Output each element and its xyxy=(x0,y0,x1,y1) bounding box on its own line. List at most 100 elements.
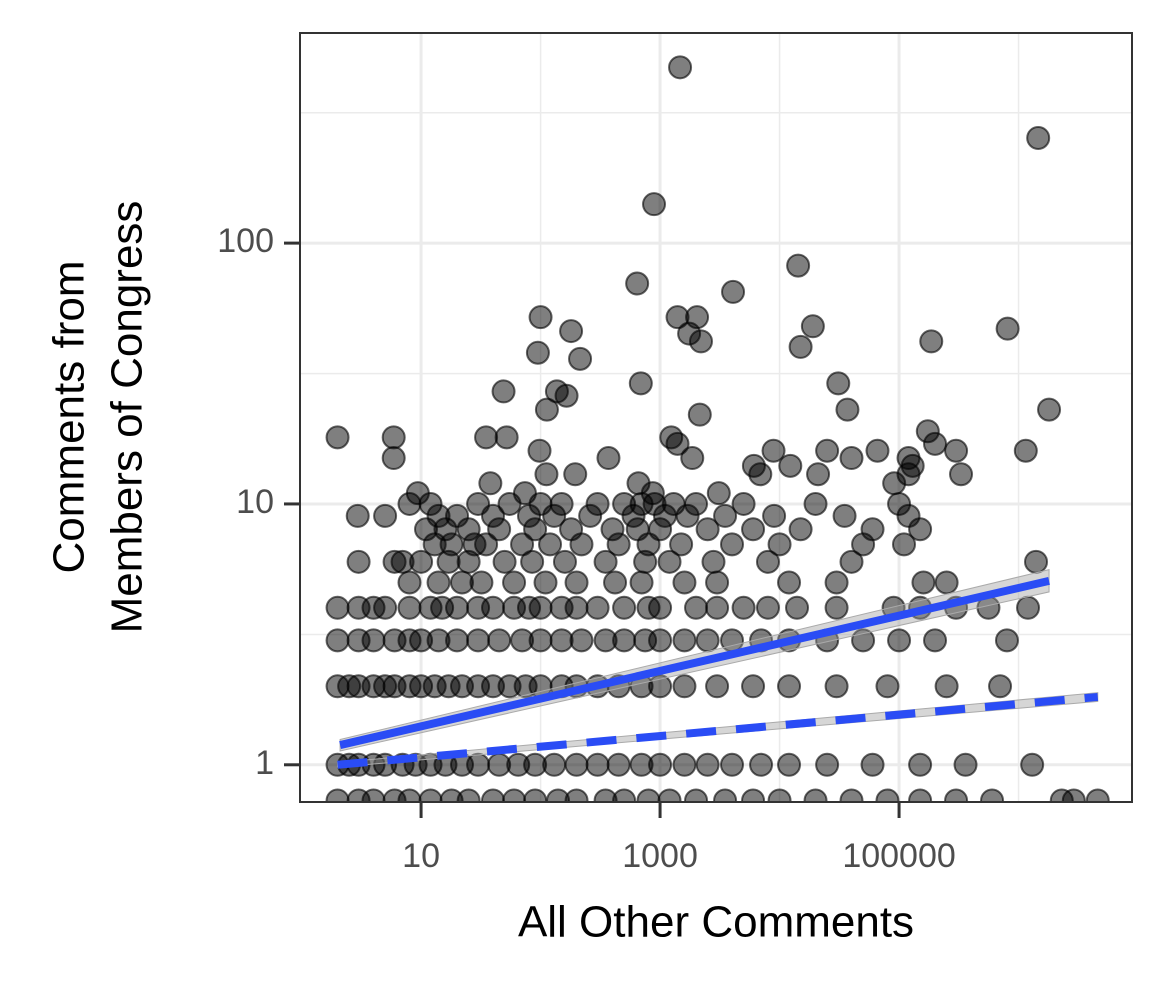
point xyxy=(559,319,584,344)
point xyxy=(896,462,921,487)
point xyxy=(788,517,813,542)
y-tick-label: 100 xyxy=(217,222,274,260)
point xyxy=(520,549,545,574)
point xyxy=(606,752,631,777)
point xyxy=(672,570,697,595)
point xyxy=(1085,788,1110,802)
point xyxy=(325,788,350,802)
point xyxy=(481,788,506,802)
point xyxy=(549,628,574,653)
point xyxy=(578,503,603,528)
point xyxy=(491,379,516,404)
point xyxy=(944,438,969,463)
point xyxy=(835,397,860,422)
point xyxy=(785,595,810,620)
point xyxy=(672,628,697,653)
point xyxy=(741,517,766,542)
point xyxy=(593,549,618,574)
point xyxy=(695,628,720,653)
point xyxy=(397,491,422,516)
point xyxy=(851,532,876,557)
point xyxy=(687,402,712,427)
point xyxy=(908,752,933,777)
point xyxy=(397,595,422,620)
point xyxy=(826,371,851,396)
point xyxy=(731,595,756,620)
point xyxy=(1016,595,1041,620)
point xyxy=(497,491,522,516)
point xyxy=(629,570,654,595)
point xyxy=(418,788,443,802)
point xyxy=(492,549,517,574)
point xyxy=(980,788,1005,802)
y-axis-title: Members of Congress xyxy=(103,201,152,634)
point xyxy=(554,383,579,408)
x-tick-label: 1000 xyxy=(622,837,698,875)
point xyxy=(612,788,637,802)
point xyxy=(778,453,803,478)
fit-line xyxy=(339,576,1050,749)
point xyxy=(487,628,512,653)
point xyxy=(803,491,828,516)
point xyxy=(824,570,849,595)
point xyxy=(923,431,948,456)
point xyxy=(466,628,491,653)
point xyxy=(875,788,900,802)
point xyxy=(445,595,470,620)
point xyxy=(777,570,802,595)
point xyxy=(815,438,840,463)
point xyxy=(346,549,371,574)
point xyxy=(528,628,553,653)
point xyxy=(720,532,745,557)
point xyxy=(636,788,661,802)
point xyxy=(361,628,386,653)
point xyxy=(533,570,558,595)
point xyxy=(426,570,451,595)
point xyxy=(528,305,553,330)
point xyxy=(474,425,499,450)
point xyxy=(908,517,933,542)
point xyxy=(755,549,780,574)
panel-border xyxy=(299,32,1133,803)
point xyxy=(585,595,610,620)
point xyxy=(612,628,637,653)
y-tick-label: 1 xyxy=(255,744,274,782)
point xyxy=(767,532,792,557)
point xyxy=(934,674,959,699)
point xyxy=(720,752,745,777)
point xyxy=(397,788,422,802)
point xyxy=(625,271,650,296)
point xyxy=(1013,438,1038,463)
fit-line xyxy=(337,692,1099,769)
point xyxy=(672,674,697,699)
point xyxy=(767,788,792,802)
point xyxy=(325,425,350,450)
point xyxy=(466,752,491,777)
point xyxy=(474,532,499,557)
point xyxy=(911,570,936,595)
point xyxy=(381,425,406,450)
point xyxy=(564,570,589,595)
panel-background xyxy=(300,33,1132,802)
point xyxy=(688,329,713,354)
point xyxy=(527,438,552,463)
point xyxy=(777,752,802,777)
point xyxy=(603,570,628,595)
point xyxy=(762,503,787,528)
point xyxy=(534,397,559,422)
point xyxy=(755,595,780,620)
point xyxy=(741,788,766,802)
point xyxy=(824,674,849,699)
point xyxy=(788,334,813,359)
point xyxy=(397,570,422,595)
point xyxy=(988,674,1013,699)
point xyxy=(528,595,553,620)
point xyxy=(875,674,900,699)
point xyxy=(1020,752,1045,777)
point xyxy=(705,570,730,595)
point xyxy=(994,628,1019,653)
point xyxy=(860,752,885,777)
point xyxy=(1037,397,1062,422)
point xyxy=(381,446,406,471)
